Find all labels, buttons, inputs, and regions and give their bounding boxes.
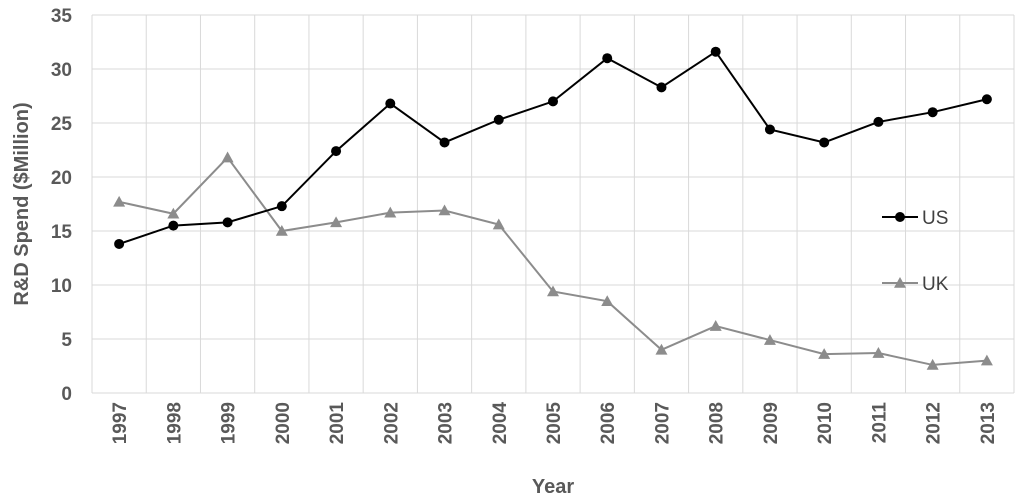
- series-uk-point: [763, 334, 776, 345]
- series-layer: [113, 46, 993, 370]
- series-us-point: [873, 116, 884, 127]
- series-uk-point: [980, 354, 993, 366]
- x-tick-label: 2010: [815, 402, 836, 444]
- series-uk-point: [655, 343, 668, 355]
- y-tick-label: 15: [51, 222, 73, 243]
- x-tick-label: 2002: [381, 402, 402, 444]
- series-uk-point: [438, 204, 451, 216]
- x-tick-label: 2012: [924, 402, 945, 444]
- series-us-point: [222, 217, 233, 228]
- x-tick-label: 2009: [761, 402, 782, 444]
- series-us-point: [493, 114, 504, 125]
- series-us-point: [656, 82, 667, 93]
- legend-item-us: US: [882, 208, 948, 229]
- series-us-point: [764, 124, 775, 135]
- x-tick-label: 2004: [490, 402, 511, 445]
- series-us-point: [168, 220, 179, 231]
- x-tick-label: 2011: [869, 402, 890, 444]
- series-uk-point: [709, 320, 722, 331]
- legend-uk-label: UK: [922, 274, 949, 295]
- series-us-point: [710, 46, 721, 57]
- x-tick-label: 1999: [219, 402, 240, 444]
- series-uk-point: [167, 207, 180, 219]
- legend-uk-marker: [894, 277, 906, 288]
- x-tick-label: 2013: [978, 402, 999, 444]
- series-us-point: [276, 201, 287, 212]
- series-us-point: [819, 137, 830, 148]
- x-tick-label: 2006: [598, 402, 619, 444]
- legend: US UK: [882, 208, 949, 295]
- series-uk-point: [221, 151, 234, 163]
- y-tick-label: 0: [61, 384, 72, 405]
- y-tick-label: 10: [51, 276, 72, 297]
- x-axis-title: Year: [532, 476, 574, 498]
- x-tick-label: 2008: [707, 402, 728, 444]
- series-us-point: [114, 238, 125, 249]
- legend-us-label: US: [922, 208, 948, 229]
- series-us-line: [118, 50, 988, 245]
- x-tick-label: 2005: [544, 402, 565, 445]
- y-tick-label: 25: [51, 114, 73, 135]
- series-us-point: [385, 98, 396, 109]
- legend-us-marker: [895, 212, 905, 222]
- x-tick-label: 1998: [164, 402, 185, 444]
- series-us-point: [331, 146, 342, 157]
- series-uk-point: [330, 216, 343, 228]
- series-us-point: [439, 137, 450, 148]
- series-uk-line: [118, 156, 987, 366]
- series-us-point: [602, 53, 613, 64]
- x-tick-label: 2001: [327, 402, 348, 445]
- series-us: [114, 46, 992, 249]
- y-tick-label: 5: [61, 330, 72, 351]
- x-axis-ticks: 1997 1998 1999 2000 2001 2002 2003 2004 2005 2006…: [110, 402, 999, 445]
- series-uk-point: [818, 348, 831, 359]
- gridlines: [91, 14, 1015, 394]
- series-uk-point: [872, 347, 885, 358]
- legend-item-uk: UK: [882, 274, 949, 295]
- x-tick-label: 2000: [273, 402, 294, 444]
- series-uk-point: [601, 295, 614, 306]
- x-tick-label: 2007: [652, 402, 673, 444]
- y-axis-title: R&D Spend ($Million): [11, 102, 33, 305]
- series-uk-point: [384, 206, 397, 218]
- series-uk-point: [492, 218, 505, 230]
- y-tick-label: 35: [51, 6, 73, 27]
- series-us-point: [927, 107, 938, 118]
- series-uk-point: [926, 358, 939, 370]
- series-uk-point: [547, 285, 559, 297]
- series-us-point: [548, 96, 558, 107]
- series-uk-point: [275, 225, 288, 236]
- y-axis-ticks: 0 5 10 15 20 25 30 35: [51, 6, 73, 405]
- x-tick-label: 2003: [436, 402, 457, 444]
- series-uk: [113, 151, 993, 370]
- y-tick-label: 20: [51, 168, 72, 189]
- series-us-point: [981, 94, 992, 105]
- x-tick-label: 1997: [110, 402, 131, 444]
- y-tick-label: 30: [51, 60, 72, 81]
- series-uk-point: [113, 195, 126, 207]
